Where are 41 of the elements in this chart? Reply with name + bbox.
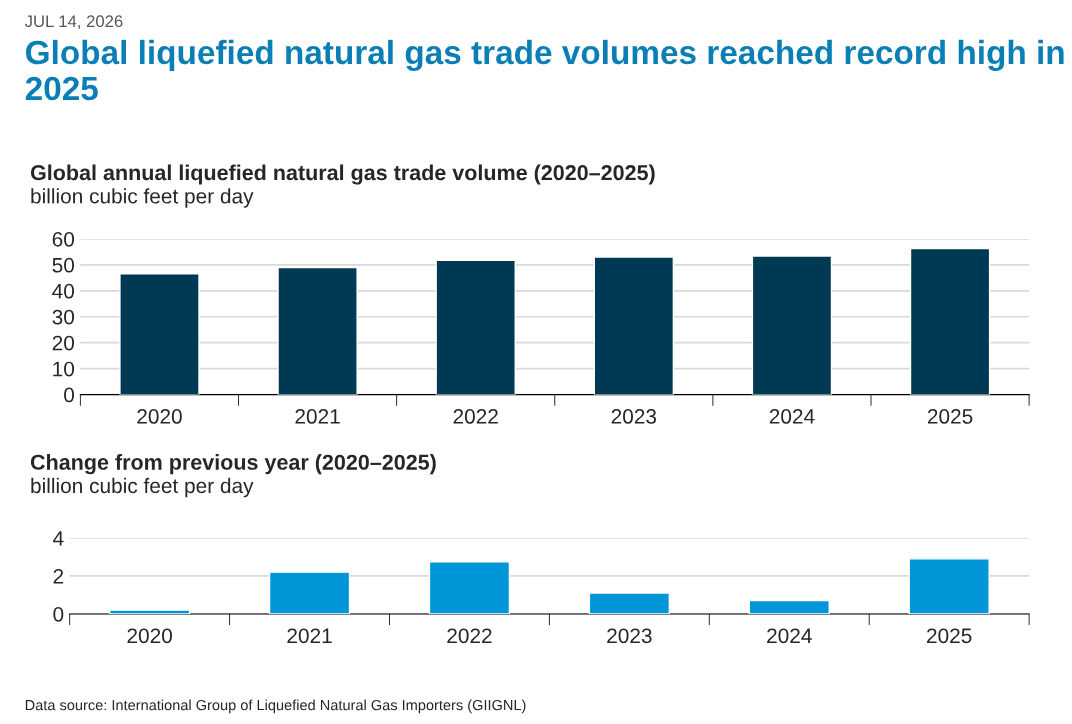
bar <box>268 571 351 614</box>
text: Global liquefied natural gas trade volumes reached record high in 2025 <box>25 39 1064 101</box>
bar <box>108 609 191 614</box>
bar <box>435 259 516 395</box>
chart-title: Global annual liquefied natural gas trade volume (2020–2025) <box>30 164 655 185</box>
x-tick-label: 2025 <box>927 409 973 424</box>
x-tick-label: 2020 <box>137 409 182 424</box>
bar <box>119 272 200 395</box>
x-tick-label: 2024 <box>769 409 815 424</box>
bar <box>751 255 833 395</box>
y-tick-label: 2 <box>53 568 64 584</box>
y-tick-label: 0 <box>64 387 75 403</box>
bar <box>428 560 511 614</box>
x-tick-label: 2024 <box>767 628 812 644</box>
x-tick-label: 2021 <box>295 409 340 424</box>
y-tick-label: 10 <box>53 361 75 377</box>
chart-subtitle: billion cubic feet per day <box>31 477 254 498</box>
text: JUL 14, 2026 <box>24 15 123 30</box>
y-tick-label: 60 <box>52 231 75 247</box>
bar <box>277 266 358 395</box>
chart-subtitle: billion cubic feet per day <box>31 188 254 208</box>
y-tick-label: 0 <box>53 606 64 622</box>
bar <box>909 247 991 395</box>
x-tick-label: 2023 <box>607 628 652 644</box>
y-tick-label: 30 <box>52 309 75 325</box>
source-note: Data source: International Group of Liquefied Natural Gas Importers (GIIGNL) <box>25 699 526 714</box>
x-tick-label: 2022 <box>453 409 498 424</box>
x-tick-label: 2021 <box>287 628 332 644</box>
chart-title: Change from previous year (2020–2025) <box>30 454 436 475</box>
bar <box>908 558 990 614</box>
x-tick-label: 2023 <box>611 409 657 424</box>
x-tick-label: 2020 <box>127 628 172 644</box>
bar <box>588 592 671 614</box>
x-tick-label: 2025 <box>927 628 972 644</box>
y-tick-label: 40 <box>52 283 75 299</box>
y-tick-label: 50 <box>52 257 75 273</box>
bar <box>593 256 675 395</box>
y-tick-label: 4 <box>53 531 64 546</box>
y-tick-label: 20 <box>52 335 75 351</box>
x-tick-label: 2022 <box>447 628 492 644</box>
bar <box>748 599 830 614</box>
